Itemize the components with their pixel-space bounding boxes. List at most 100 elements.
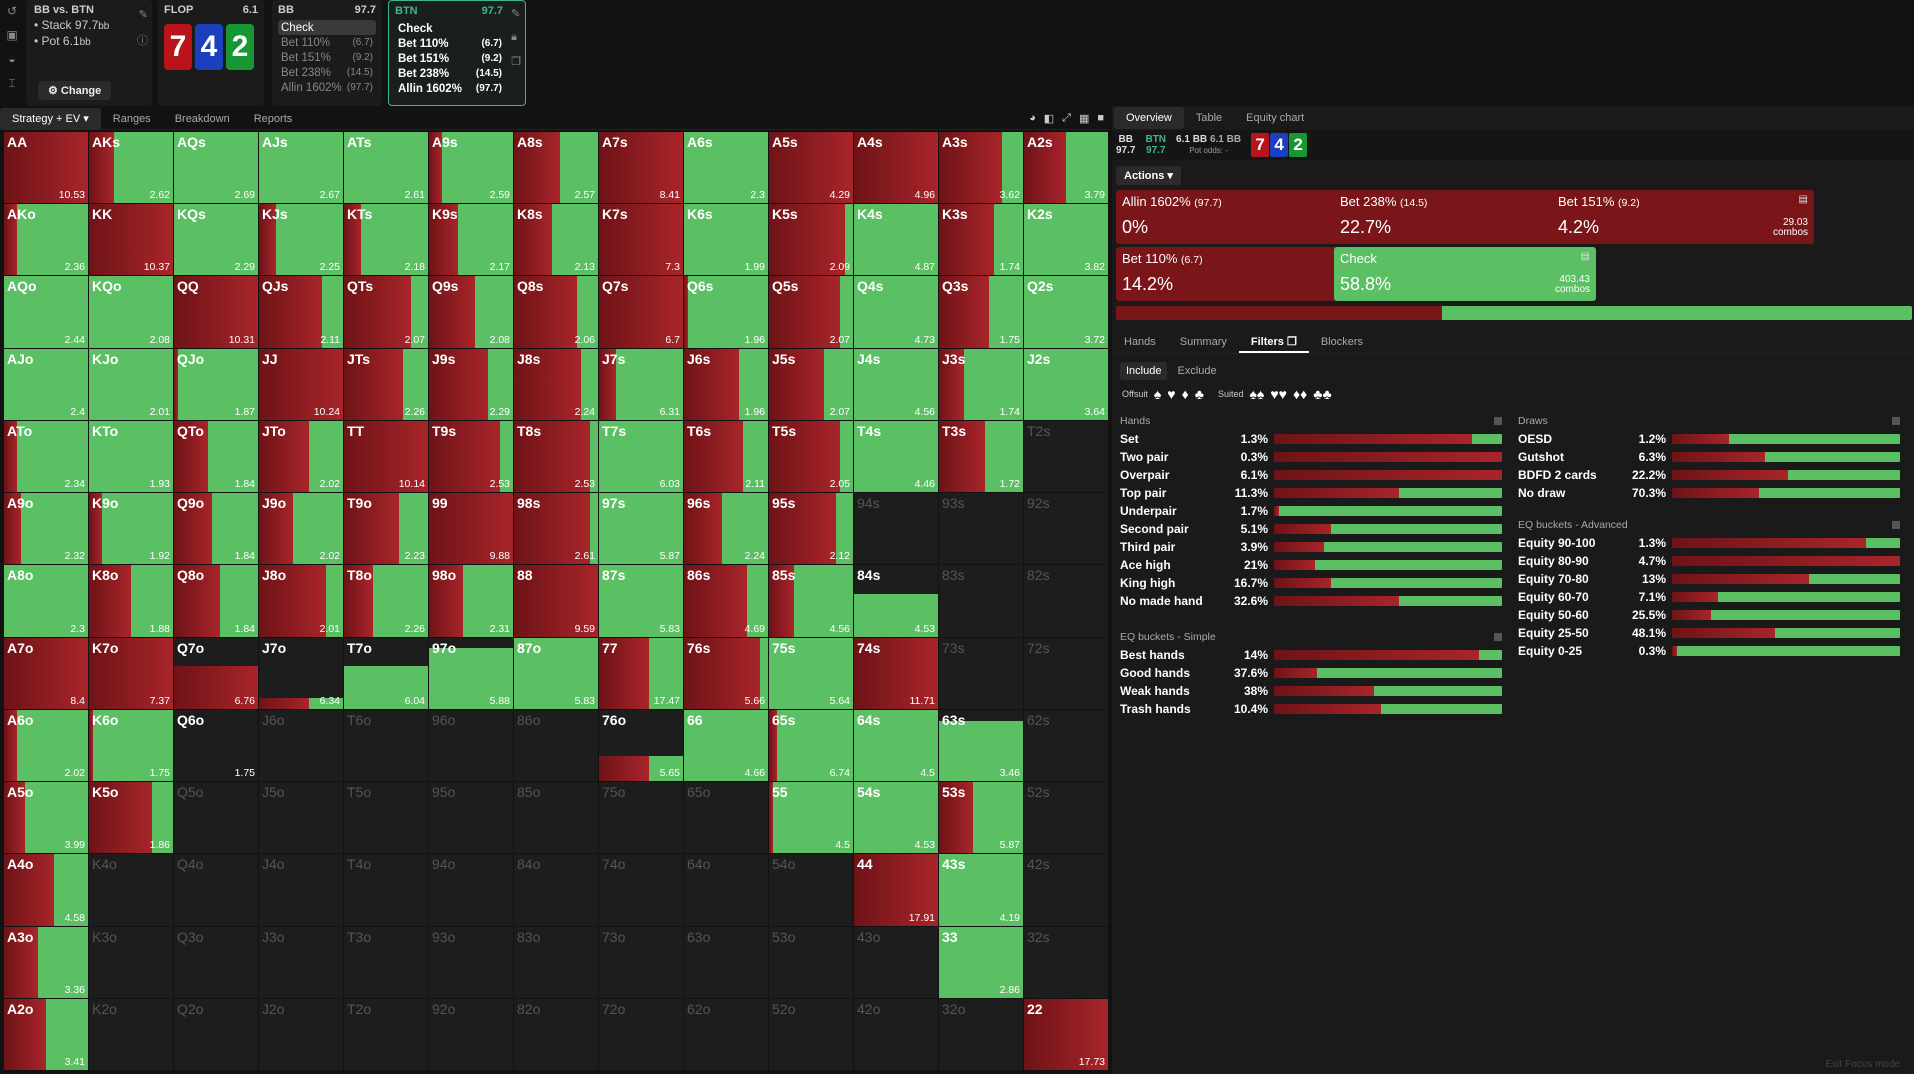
filter-row[interactable]: Best hands 14%: [1120, 646, 1510, 664]
hand-cell[interactable]: 64o: [684, 854, 768, 926]
hand-cell[interactable]: 32o: [939, 998, 1023, 1070]
action-option[interactable]: Bet 110% (6.7): [395, 36, 505, 51]
action-option[interactable]: Allin 1602% (97.7): [278, 80, 376, 95]
hand-cell[interactable]: 42s: [1024, 854, 1108, 926]
filter-row[interactable]: Second pair 5.1%: [1120, 520, 1510, 538]
tab-hands[interactable]: Hands: [1124, 335, 1156, 348]
toggle-icon[interactable]: [1494, 417, 1502, 425]
hand-cell[interactable]: K6s 1.99: [684, 204, 768, 276]
tab-equity-chart[interactable]: Equity chart: [1246, 112, 1305, 124]
hand-cell[interactable]: A8s 2.57: [514, 132, 598, 204]
square-icon[interactable]: ■: [1097, 112, 1104, 124]
hand-cell[interactable]: KQo 2.08: [89, 276, 173, 348]
lock-icon[interactable]: 🔒︎: [511, 31, 517, 43]
hand-cell[interactable]: ATo 2.34: [4, 420, 88, 493]
hand-cell[interactable]: K4s 4.87: [854, 204, 938, 276]
hand-cell[interactable]: KJs 2.25: [259, 204, 343, 276]
hand-cell[interactable]: K5o 1.86: [89, 782, 173, 854]
hand-cell[interactable]: 75o: [599, 782, 683, 854]
diamond-icon[interactable]: ♦: [1181, 386, 1189, 402]
hand-cell[interactable]: J8s 2.24: [514, 348, 598, 420]
filter-row[interactable]: Trash hands 10.4%: [1120, 700, 1510, 718]
hand-cell[interactable]: Q9s 2.08: [429, 276, 513, 348]
hand-cell[interactable]: 53s 5.87: [939, 782, 1023, 854]
hand-cell[interactable]: 74o: [599, 854, 683, 926]
hand-cell[interactable]: T6s 2.11: [684, 420, 768, 493]
filter-row[interactable]: Third pair 3.9%: [1120, 538, 1510, 556]
hand-cell[interactable]: K9s 2.17: [429, 204, 513, 276]
hand-cell[interactable]: A9o 2.32: [4, 493, 88, 565]
toggle-icon[interactable]: [1892, 417, 1900, 425]
filter-row[interactable]: King high 16.7%: [1120, 574, 1510, 592]
hand-cell[interactable]: K8o 1.88: [89, 565, 173, 637]
hand-cell[interactable]: 65o: [684, 782, 768, 854]
hand-cell[interactable]: 88 9.59: [514, 565, 598, 637]
hand-cell[interactable]: T5o: [344, 782, 428, 854]
hand-cell[interactable]: 87s 5.83: [599, 565, 683, 637]
hand-cell[interactable]: 94s: [854, 493, 938, 565]
hand-cell[interactable]: 94o: [429, 854, 513, 926]
hand-cell[interactable]: Q3o: [174, 926, 258, 998]
filter-row[interactable]: No draw 70.3%: [1518, 484, 1908, 502]
tab-strategy-ev[interactable]: Strategy + EV ▾: [0, 107, 101, 130]
hand-cell[interactable]: 92o: [429, 998, 513, 1070]
spade-icon[interactable]: ♠: [1153, 386, 1162, 402]
tab-reports[interactable]: Reports: [253, 112, 293, 125]
action-card[interactable]: Bet 151% (9.2) 4.2% 29.03 combos ▤: [1552, 190, 1814, 244]
hand-cell[interactable]: 96o: [429, 709, 513, 782]
hand-cell[interactable]: Q9o 1.84: [174, 493, 258, 565]
hand-cell[interactable]: Q5o: [174, 782, 258, 854]
filter-row[interactable]: Equity 50-60 25.5%: [1518, 606, 1908, 624]
hand-cell[interactable]: Q7o 6.76: [174, 637, 258, 709]
hand-cell[interactable]: 53o: [769, 926, 853, 998]
hand-cell[interactable]: J7o 6.34: [259, 637, 343, 709]
action-card[interactable]: Check 58.8% 403.43 combos ▤: [1334, 247, 1596, 301]
hand-cell[interactable]: A4s 4.96: [854, 132, 938, 204]
action-option[interactable]: Bet 238% (14.5): [278, 65, 376, 80]
hand-cell[interactable]: 84s 4.53: [854, 565, 938, 637]
hand-cell[interactable]: J7s 6.31: [599, 348, 683, 420]
filter-row[interactable]: BDFD 2 cards 22.2%: [1518, 466, 1908, 484]
hand-cell[interactable]: J2s 3.64: [1024, 348, 1108, 420]
hand-cell[interactable]: 82o: [514, 998, 598, 1070]
hand-cell[interactable]: J9s 2.29: [429, 348, 513, 420]
hand-cell[interactable]: 55 4.5: [769, 782, 853, 854]
hand-cell[interactable]: A3o 3.36: [4, 926, 88, 998]
hand-cell[interactable]: 52s: [1024, 782, 1108, 854]
hand-cell[interactable]: K4o: [89, 854, 173, 926]
hand-cell[interactable]: 87o 5.83: [514, 637, 598, 709]
hand-cell[interactable]: 83s: [939, 565, 1023, 637]
hand-cell[interactable]: KQs 2.29: [174, 204, 258, 276]
filter-row[interactable]: Ace high 21%: [1120, 556, 1510, 574]
hand-cell[interactable]: J4o: [259, 854, 343, 926]
info-icon[interactable]: ⓘ: [137, 35, 148, 47]
undo-icon[interactable]: ↺: [6, 4, 18, 18]
hand-cell[interactable]: Q5s 2.07: [769, 276, 853, 348]
filter-row[interactable]: Equity 0-25 0.3%: [1518, 642, 1908, 660]
hand-cell[interactable]: JJ 10.24: [259, 348, 343, 420]
hand-cell[interactable]: J6o: [259, 709, 343, 782]
hand-cell[interactable]: 54s 4.53: [854, 782, 938, 854]
hand-cell[interactable]: K7o 7.37: [89, 637, 173, 709]
action-option[interactable]: Bet 238% (14.5): [395, 66, 505, 81]
heart-icon[interactable]: ♥: [1167, 386, 1176, 402]
action-option[interactable]: Bet 110% (6.7): [278, 35, 376, 50]
hand-cell[interactable]: T2s: [1024, 420, 1108, 493]
action-option[interactable]: Check: [278, 20, 376, 35]
tab-ranges[interactable]: Ranges: [112, 112, 151, 125]
hand-cell[interactable]: T9o 2.23: [344, 493, 428, 565]
expand-icon[interactable]: ⤢: [1062, 112, 1071, 124]
pencil-icon[interactable]: ✎: [138, 9, 148, 21]
hand-cell[interactable]: Q2s 3.72: [1024, 276, 1108, 348]
change-button[interactable]: ⚙ Change: [38, 81, 112, 100]
action-option[interactable]: Check: [395, 21, 505, 36]
filter-row[interactable]: Equity 90-100 1.3%: [1518, 534, 1908, 552]
hand-cell[interactable]: 86o: [514, 709, 598, 782]
hand-cell[interactable]: T8s 2.53: [514, 420, 598, 493]
hand-cell[interactable]: 86s 4.69: [684, 565, 768, 637]
hand-cell[interactable]: KTo 1.93: [89, 420, 173, 493]
hand-cell[interactable]: AJs 2.67: [259, 132, 343, 204]
hand-cell[interactable]: QJo 1.87: [174, 348, 258, 420]
hand-cell[interactable]: J5o: [259, 782, 343, 854]
hand-cell[interactable]: A5s 4.29: [769, 132, 853, 204]
